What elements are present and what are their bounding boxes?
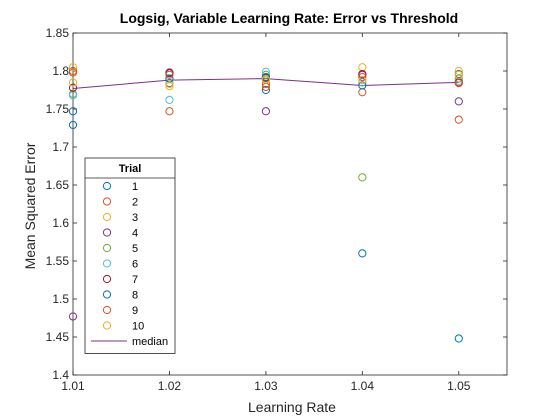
data-point-trial-7 [165, 68, 174, 77]
y-tick-label: 1.55 [46, 254, 70, 268]
chart-title: Logsig, Variable Learning Rate: Error vs… [120, 10, 458, 26]
legend-marker-trial-2 [102, 197, 112, 206]
data-point-trial-6 [358, 78, 367, 87]
data-point-trial-10 [454, 70, 463, 79]
x-tick-label: 1.02 [158, 379, 182, 393]
x-axis-label: Learning Rate [248, 399, 336, 415]
data-point-trial-10 [358, 76, 367, 85]
data-point-trial-9 [358, 72, 367, 82]
legend-marker-trial-4 [102, 228, 112, 237]
data-point-trial-1 [68, 107, 78, 116]
legend-label-trial-6: 6 [132, 259, 138, 271]
data-point-trial-10 [68, 78, 78, 87]
data-point-trial-1 [261, 85, 270, 95]
legend-label-trial-2: 2 [132, 197, 138, 209]
legend-items: 1 2 3 4 5 6 7 8 9 10 median [91, 181, 168, 348]
data-point-trial-10 [261, 75, 270, 84]
data-point-trial-8 [358, 81, 367, 90]
x-tick-label: 1.05 [447, 379, 471, 393]
legend-marker-trial-10 [102, 321, 112, 330]
x-tick-label: 1.04 [351, 379, 375, 393]
x-tick-label: 1.01 [61, 379, 85, 393]
legend-label-trial-7: 7 [132, 274, 138, 286]
data-point-trial-9 [454, 79, 463, 88]
data-point-trial-7 [68, 83, 78, 92]
legend-marker-trial-5 [102, 243, 112, 253]
data-point-trial-1 [358, 249, 367, 258]
legend-marker-trial-7 [102, 274, 112, 284]
legend-label-trial-9: 9 [132, 305, 138, 317]
axis-ticks: 1.01 1.02 1.03 1.04 1.05 1.4 1.45 1.5 1.55 1.6 1.6… [46, 26, 507, 393]
data-point-trial-6 [165, 95, 174, 104]
legend-marker-trial-1 [102, 181, 112, 191]
legend-marker-trial-9 [102, 305, 112, 315]
data-point-trial-7 [358, 69, 367, 79]
data-point-trial-5 [358, 173, 367, 182]
legend-label-trial-3: 3 [132, 212, 138, 224]
data-point-trial-4 [454, 97, 463, 106]
legend-marker-trial-6 [102, 259, 112, 268]
legend-label-trial-5: 5 [132, 243, 138, 255]
legend-label-trial-8: 8 [132, 290, 138, 302]
x-tick-label: 1.03 [254, 379, 278, 393]
y-tick-label: 1.6 [52, 216, 69, 230]
data-point-trial-9 [68, 66, 78, 76]
legend-label-median: median [132, 336, 168, 348]
legend-label-trial-10: 10 [132, 321, 144, 333]
data-point-trial-8 [68, 120, 78, 130]
y-tick-label: 1.65 [46, 178, 70, 192]
y-tick-label: 1.4 [52, 368, 69, 382]
data-point-trial-5 [261, 70, 270, 79]
y-tick-label: 1.75 [46, 102, 70, 116]
data-point-trial-9 [165, 70, 174, 79]
y-tick-label: 1.8 [52, 64, 69, 78]
y-tick-label: 1.45 [46, 330, 70, 344]
legend: Trial 1 2 3 4 5 6 7 8 9 10 median [84, 157, 176, 354]
data-points [68, 63, 463, 343]
data-point-trial-2 [165, 107, 174, 116]
data-point-trial-1 [454, 334, 463, 343]
data-point-trial-5 [454, 74, 463, 83]
data-point-trial-3 [68, 63, 78, 72]
y-axis-label: Mean Squared Error [22, 142, 38, 269]
y-tick-label: 1.5 [52, 292, 69, 306]
legend-title: Trial [119, 163, 142, 175]
data-point-trial-4 [68, 312, 78, 321]
legend-marker-trial-3 [102, 212, 112, 222]
data-point-trial-3 [165, 79, 174, 89]
legend-marker-trial-8 [102, 290, 112, 299]
legend-label-trial-4: 4 [132, 228, 138, 240]
data-point-trial-4 [261, 107, 270, 116]
data-point-trial-8 [261, 72, 270, 82]
data-point-trial-10 [165, 82, 174, 91]
legend-box [84, 157, 176, 354]
data-point-trial-2 [454, 115, 463, 124]
y-tick-label: 1.85 [46, 26, 70, 40]
legend-label-trial-1: 1 [132, 181, 138, 193]
y-tick-label: 1.7 [52, 140, 69, 154]
